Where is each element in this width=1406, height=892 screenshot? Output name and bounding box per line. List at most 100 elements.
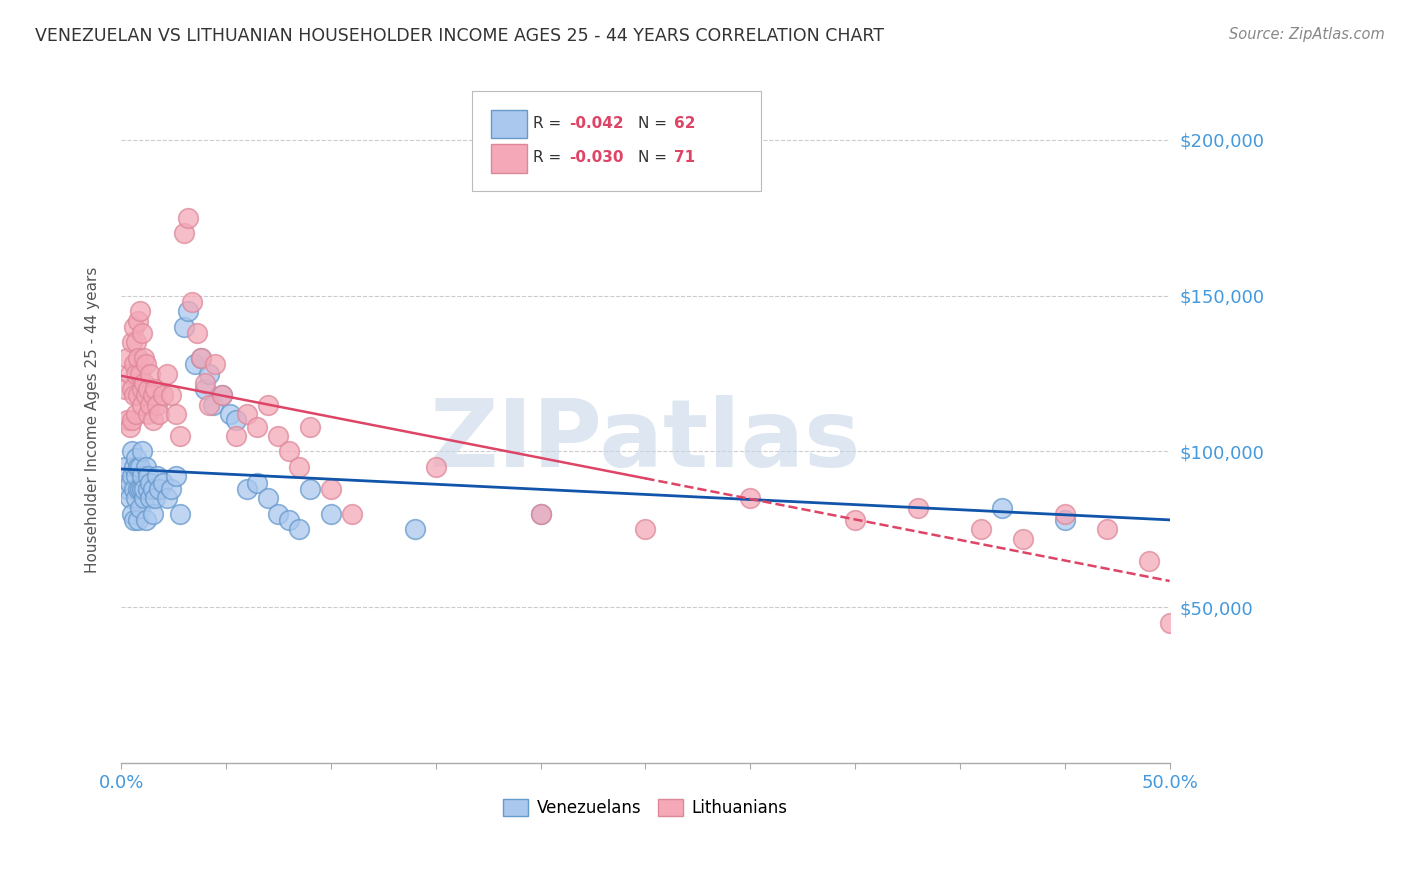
Point xyxy=(1137,553,1160,567)
Point xyxy=(211,388,233,402)
Text: -0.042: -0.042 xyxy=(569,116,623,131)
Point xyxy=(138,469,160,483)
Point xyxy=(114,382,136,396)
Text: R =: R = xyxy=(533,150,567,165)
FancyBboxPatch shape xyxy=(491,110,527,138)
Point xyxy=(634,522,657,536)
Point xyxy=(122,513,145,527)
Text: N =: N = xyxy=(638,116,672,131)
Point xyxy=(134,376,156,390)
Point xyxy=(186,326,208,340)
Point xyxy=(121,413,143,427)
Point xyxy=(131,469,153,483)
Point xyxy=(148,482,170,496)
Point xyxy=(236,407,259,421)
Point xyxy=(135,513,157,527)
FancyBboxPatch shape xyxy=(491,144,527,173)
Point xyxy=(319,507,342,521)
Point xyxy=(135,388,157,402)
Point xyxy=(740,491,762,506)
Point xyxy=(142,413,165,427)
Point xyxy=(121,469,143,483)
Point xyxy=(1011,532,1033,546)
Point xyxy=(160,482,183,496)
Point xyxy=(907,500,929,515)
Point xyxy=(143,382,166,396)
Point xyxy=(135,460,157,475)
Point xyxy=(319,482,342,496)
Point xyxy=(122,460,145,475)
Point xyxy=(288,522,311,536)
Point xyxy=(118,367,141,381)
Point xyxy=(125,450,148,465)
Point xyxy=(277,444,299,458)
Point xyxy=(146,469,169,483)
Point xyxy=(298,419,321,434)
Point xyxy=(127,388,149,402)
Point xyxy=(165,407,187,421)
Point xyxy=(139,491,162,506)
Point xyxy=(114,460,136,475)
Point xyxy=(139,475,162,490)
Point xyxy=(125,367,148,381)
Point xyxy=(156,491,179,506)
Point xyxy=(121,335,143,350)
Point xyxy=(131,398,153,412)
Point xyxy=(122,319,145,334)
Point xyxy=(138,482,160,496)
Point xyxy=(156,367,179,381)
Point xyxy=(970,522,993,536)
Point xyxy=(143,491,166,506)
Point xyxy=(139,367,162,381)
Point xyxy=(225,429,247,443)
Point xyxy=(177,211,200,225)
Point xyxy=(131,326,153,340)
Point xyxy=(129,460,152,475)
Point xyxy=(1095,522,1118,536)
Point xyxy=(125,335,148,350)
Point xyxy=(194,376,217,390)
Point xyxy=(257,491,280,506)
Point xyxy=(122,357,145,371)
Point xyxy=(529,507,551,521)
Point xyxy=(288,460,311,475)
Point xyxy=(183,357,205,371)
Point xyxy=(165,469,187,483)
Point xyxy=(134,351,156,365)
Point xyxy=(121,507,143,521)
Point xyxy=(121,382,143,396)
Point xyxy=(127,351,149,365)
Y-axis label: Householder Income Ages 25 - 44 years: Householder Income Ages 25 - 44 years xyxy=(86,267,100,574)
Point xyxy=(127,513,149,527)
Point xyxy=(131,382,153,396)
Text: VENEZUELAN VS LITHUANIAN HOUSEHOLDER INCOME AGES 25 - 44 YEARS CORRELATION CHART: VENEZUELAN VS LITHUANIAN HOUSEHOLDER INC… xyxy=(35,27,884,45)
FancyBboxPatch shape xyxy=(472,91,761,191)
Point xyxy=(134,491,156,506)
Point xyxy=(236,482,259,496)
Point xyxy=(257,398,280,412)
Point xyxy=(127,460,149,475)
Point xyxy=(135,357,157,371)
Point xyxy=(198,398,221,412)
Point xyxy=(127,482,149,496)
Point xyxy=(138,382,160,396)
Point xyxy=(160,388,183,402)
Point xyxy=(146,398,169,412)
Point xyxy=(152,475,174,490)
Point xyxy=(202,398,225,412)
Point xyxy=(991,500,1014,515)
Point xyxy=(125,491,148,506)
Point xyxy=(1053,507,1076,521)
Point xyxy=(225,413,247,427)
Point xyxy=(211,388,233,402)
Text: 71: 71 xyxy=(673,150,695,165)
Point xyxy=(169,507,191,521)
Point xyxy=(267,429,290,443)
Point xyxy=(152,388,174,402)
Point xyxy=(127,313,149,327)
Point xyxy=(117,413,139,427)
Point xyxy=(131,444,153,458)
Point xyxy=(246,419,269,434)
Point xyxy=(125,469,148,483)
Point xyxy=(142,482,165,496)
